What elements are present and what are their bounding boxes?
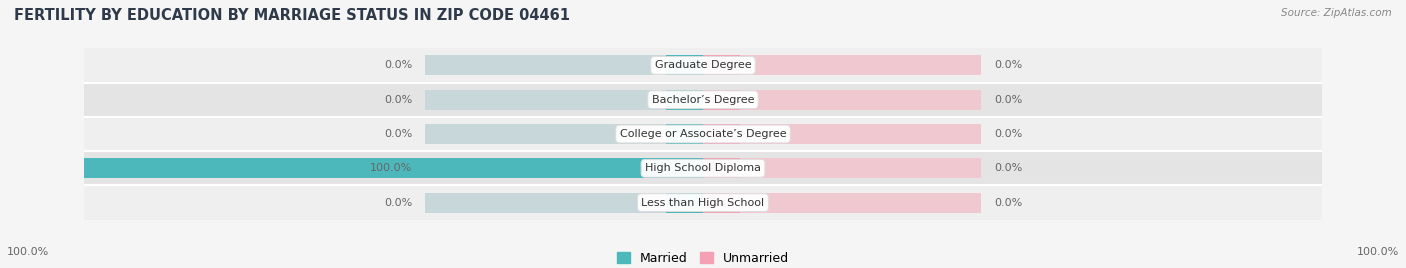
Text: 0.0%: 0.0% bbox=[994, 129, 1022, 139]
Text: Source: ZipAtlas.com: Source: ZipAtlas.com bbox=[1281, 8, 1392, 18]
Bar bbox=[425, 55, 703, 75]
Bar bbox=[84, 83, 1322, 117]
Text: 0.0%: 0.0% bbox=[384, 129, 412, 139]
Bar bbox=[425, 158, 703, 178]
Bar bbox=[703, 55, 981, 75]
Text: 0.0%: 0.0% bbox=[384, 60, 412, 70]
Bar bbox=[666, 90, 703, 110]
Text: 0.0%: 0.0% bbox=[994, 60, 1022, 70]
Text: FERTILITY BY EDUCATION BY MARRIAGE STATUS IN ZIP CODE 04461: FERTILITY BY EDUCATION BY MARRIAGE STATU… bbox=[14, 8, 569, 23]
Text: High School Diploma: High School Diploma bbox=[645, 163, 761, 173]
Bar bbox=[703, 193, 981, 213]
Text: 0.0%: 0.0% bbox=[994, 163, 1022, 173]
Text: College or Associate’s Degree: College or Associate’s Degree bbox=[620, 129, 786, 139]
Bar bbox=[666, 193, 703, 213]
Bar bbox=[84, 48, 1322, 83]
Text: 100.0%: 100.0% bbox=[370, 163, 412, 173]
Bar bbox=[703, 193, 740, 213]
Bar bbox=[703, 124, 740, 144]
Text: Graduate Degree: Graduate Degree bbox=[655, 60, 751, 70]
Text: Bachelor’s Degree: Bachelor’s Degree bbox=[652, 95, 754, 105]
Bar bbox=[84, 151, 1322, 185]
Bar bbox=[425, 193, 703, 213]
Bar bbox=[425, 90, 703, 110]
Bar bbox=[666, 124, 703, 144]
Bar bbox=[84, 185, 1322, 220]
Text: 0.0%: 0.0% bbox=[994, 198, 1022, 208]
Bar bbox=[425, 124, 703, 144]
Bar bbox=[703, 55, 740, 75]
Bar bbox=[703, 90, 981, 110]
Text: 100.0%: 100.0% bbox=[1357, 247, 1399, 257]
Bar bbox=[84, 117, 1322, 151]
Legend: Married, Unmarried: Married, Unmarried bbox=[617, 252, 789, 265]
Text: 0.0%: 0.0% bbox=[384, 198, 412, 208]
Bar bbox=[703, 158, 981, 178]
Text: 0.0%: 0.0% bbox=[994, 95, 1022, 105]
Text: Less than High School: Less than High School bbox=[641, 198, 765, 208]
Bar bbox=[703, 124, 981, 144]
Bar bbox=[666, 55, 703, 75]
Bar bbox=[84, 158, 703, 178]
Bar bbox=[703, 90, 740, 110]
Text: 100.0%: 100.0% bbox=[7, 247, 49, 257]
Bar bbox=[703, 158, 740, 178]
Text: 0.0%: 0.0% bbox=[384, 95, 412, 105]
